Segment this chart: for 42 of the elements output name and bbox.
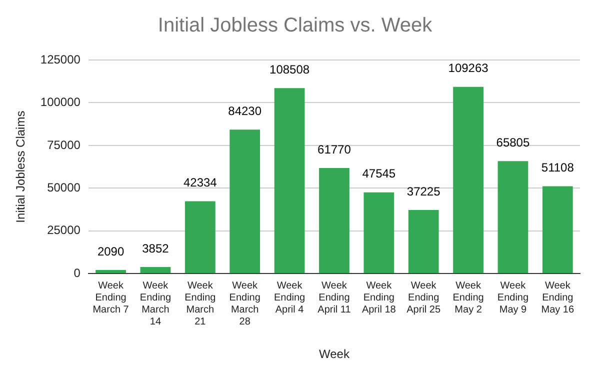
data-label: 51108 [541, 160, 574, 175]
y-tick-label: 75000 [47, 138, 81, 152]
bar [498, 161, 528, 274]
bar [230, 130, 260, 274]
bar [364, 192, 394, 274]
bar [319, 168, 350, 274]
x-tick-label: Week Ending April 25 [406, 280, 441, 316]
bar [184, 201, 216, 274]
x-tick-label: Week Ending March 28 [229, 280, 260, 328]
y-tick-label: 0 [74, 266, 81, 280]
y-tick-label: 25000 [47, 223, 81, 238]
x-tick-label: Week Ending April 4 [274, 280, 306, 316]
data-label: 84230 [228, 104, 262, 118]
x-tick-label: Week Ending March 7 [92, 280, 130, 316]
y-tick-label: 100000 [40, 95, 81, 110]
bar [542, 186, 573, 274]
data-label: 61770 [318, 142, 352, 156]
x-tick-label: Week Ending May 9 [497, 280, 529, 316]
chart-title: Initial Jobless Claims vs. Week [158, 14, 434, 37]
bar [274, 88, 305, 274]
bar [96, 270, 126, 274]
x-axis-title: Week [318, 347, 350, 362]
x-tick-label: Week Ending March 14 [140, 280, 172, 328]
x-tick-label: Week Ending April 18 [362, 280, 396, 316]
data-label: 65805 [496, 135, 530, 150]
y-tick-label: 125000 [40, 52, 81, 66]
data-label: 47545 [362, 166, 396, 181]
bar [453, 86, 484, 274]
x-tick-label: Week Ending May 16 [541, 280, 574, 316]
data-label: 42334 [183, 176, 218, 190]
data-label: 2090 [97, 244, 124, 258]
data-label: 37225 [406, 184, 441, 198]
y-tick-label: 50000 [47, 180, 81, 194]
bar [140, 267, 171, 274]
y-axis-title: Initial Jobless Claims [14, 110, 28, 223]
data-label: 3852 [142, 241, 170, 256]
bar [408, 210, 439, 274]
x-tick-label: Week Ending April 11 [318, 280, 352, 316]
x-tick-label: Week Ending March 21 [184, 280, 216, 328]
data-label: 108508 [270, 62, 310, 76]
x-tick-label: Week Ending May 2 [452, 280, 484, 316]
data-label: 109263 [448, 61, 489, 76]
